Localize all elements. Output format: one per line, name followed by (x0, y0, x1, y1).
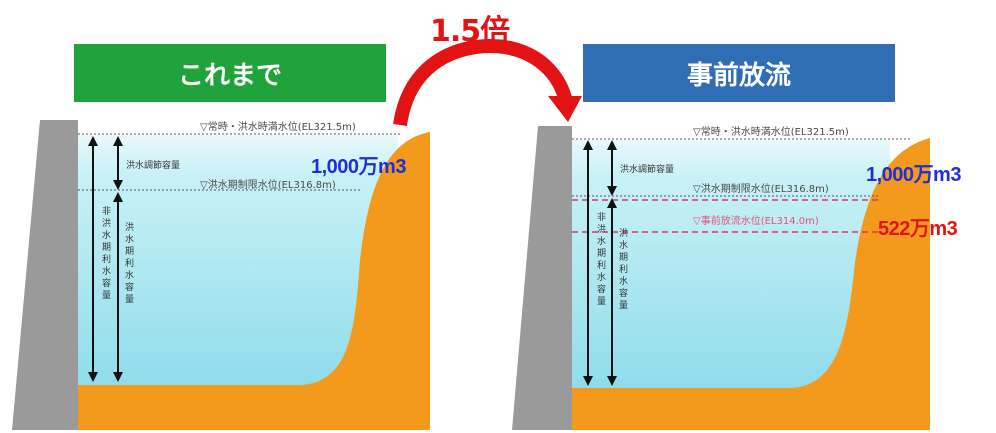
right-limit-level-label: ▽洪水期制限水位(EL316.8m) (693, 184, 829, 195)
right-prerelease-level-label: ▽事前放流水位(EL314.0m) (693, 216, 819, 227)
right-banner: 事前放流 (583, 44, 895, 102)
left-arrow-c-bottom (113, 372, 123, 382)
right-water (570, 140, 890, 390)
right-extra-volume-value: 522万m3 (878, 218, 958, 240)
right-dam (512, 126, 572, 430)
right-banner-label: 事前放流 (686, 60, 791, 91)
left-top-level-label: ▽常時・洪水時満水位(EL321.5m) (200, 122, 356, 133)
right-utilization-label-a: 非洪水期利水容量 (595, 212, 605, 308)
right-arrow-a-bottom (583, 376, 593, 386)
left-banner-label: これまで (177, 60, 282, 91)
left-limit-level-label: ▽洪水期制限水位(EL316.8m) (200, 180, 336, 191)
left-dam (12, 120, 78, 430)
right-utilization-label-b: 洪水期利水容量 (617, 228, 627, 312)
right-arrow-b-bottom (607, 186, 617, 196)
left-arrow-b-bottom (113, 180, 123, 190)
right-arrow-b-top (607, 140, 617, 150)
right-flood-control-label: 洪水調節容量 (620, 165, 675, 175)
right-arrow-c-top (607, 198, 617, 208)
left-water (78, 135, 398, 387)
right-volume-value: 1,000万m3 (866, 164, 961, 186)
left-reservoir (12, 120, 430, 430)
right-arrow-c-bottom (607, 376, 617, 386)
right-reservoir (512, 126, 930, 430)
left-ground (78, 132, 430, 430)
left-utilization-label-a: 非洪水期利水容量 (100, 206, 110, 302)
left-arrow-c-top (113, 192, 123, 202)
left-utilization-label-b: 洪水期利水容量 (123, 222, 133, 306)
curved-arrow-head (548, 96, 582, 122)
right-ground (570, 138, 930, 430)
left-arrow-a-top (88, 136, 98, 146)
ratio-arrow (393, 39, 582, 127)
curved-arrow-body (393, 39, 572, 127)
right-top-level-label: ▽常時・洪水時満水位(EL321.5m) (693, 127, 849, 138)
right-arrow-a-top (583, 140, 593, 150)
left-banner: これまで (74, 44, 386, 102)
left-arrow-b-top (113, 136, 123, 146)
left-arrow-a-bottom (88, 372, 98, 382)
ratio-label: 1.5倍 (430, 14, 510, 49)
left-flood-control-label: 洪水調節容量 (126, 161, 181, 171)
left-volume-value: 1,000万m3 (311, 156, 406, 178)
